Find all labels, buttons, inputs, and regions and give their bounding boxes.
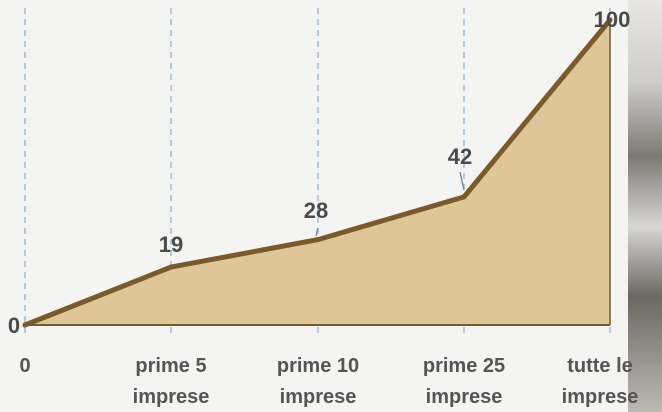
category-label-1-line-0: prime 5 bbox=[135, 355, 206, 377]
data-point-4 bbox=[607, 17, 613, 23]
area-fill bbox=[25, 20, 610, 325]
category-label-1-line-1: imprese bbox=[133, 386, 210, 408]
category-label-0: 0 bbox=[19, 355, 30, 377]
category-label-3-line-1: imprese bbox=[426, 386, 503, 408]
label-leader-1 bbox=[459, 171, 465, 191]
label-leader-0 bbox=[315, 227, 319, 237]
data-point-2 bbox=[315, 237, 321, 243]
category-label-0-line-0: 0 bbox=[19, 355, 30, 377]
category-label-4-line-0: tutte le bbox=[567, 355, 633, 377]
category-label-4: tutte le imprese bbox=[562, 355, 639, 408]
data-label-3: 42 bbox=[448, 144, 472, 169]
data-point-3 bbox=[461, 194, 467, 200]
category-label-2-line-0: prime 10 bbox=[277, 355, 359, 377]
data-label-4: 100 bbox=[594, 7, 631, 32]
data-label-2: 28 bbox=[304, 198, 328, 223]
category-label-1: prime 5 imprese bbox=[133, 355, 210, 408]
background-photo-edge bbox=[628, 0, 662, 412]
category-label-4-line-1: imprese bbox=[562, 386, 639, 408]
category-label-3: prime 25 imprese bbox=[423, 355, 505, 408]
category-label-2-line-1: imprese bbox=[280, 386, 357, 408]
data-point-0 bbox=[22, 322, 28, 328]
category-label-2: prime 10 imprese bbox=[277, 355, 359, 408]
data-label-0: 0 bbox=[8, 313, 20, 338]
data-label-1: 19 bbox=[159, 232, 183, 257]
category-label-3-line-0: prime 25 bbox=[423, 355, 505, 377]
data-point-1 bbox=[168, 264, 174, 270]
